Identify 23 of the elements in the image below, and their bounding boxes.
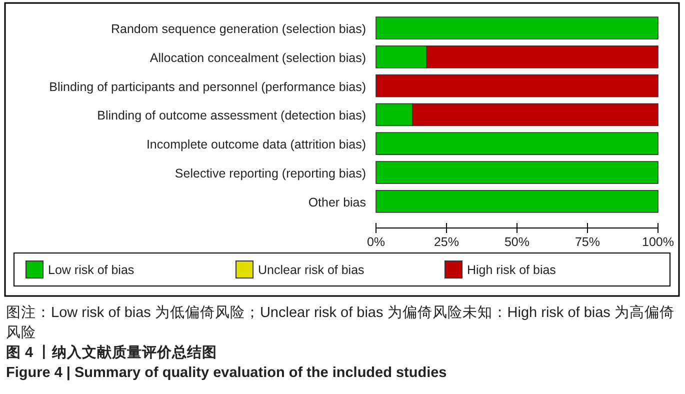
x-tick-label: 75% (574, 235, 600, 249)
y-tick-label: Allocation concealment (selection bias) (150, 50, 366, 65)
y-tick-label: Selective reporting (reporting bias) (174, 166, 366, 180)
text: 图注：Low risk of bias 为低偏倚风险；Unclear risk of bias 为偏倚风险未知：High risk of bias 为高偏倚风险 (6, 304, 676, 343)
bar (376, 132, 658, 155)
bar (376, 16, 658, 40)
caption: 图 4 丨纳入文献质量评价总结图 (6, 344, 218, 363)
bar (376, 190, 658, 213)
legend-label: Unclear risk of bias (258, 263, 364, 277)
x-tick-label: 0% (366, 235, 386, 249)
x-tick-label: 100% (642, 235, 674, 249)
x-tick-label: 50% (504, 235, 530, 249)
legend-label: High risk of bias (467, 263, 556, 277)
bar (376, 161, 658, 184)
caption: Figure 4 | Summary of quality evaluation of the included studies (6, 364, 448, 383)
bar (376, 74, 658, 98)
y-tick-label: Blinding of participants and personnel (performance bias) (49, 80, 366, 94)
legend-label: Low risk of bias (48, 263, 134, 277)
x-tick-label: 25% (434, 235, 460, 249)
y-tick-label: Random sequence generation (selection bias) (110, 22, 366, 36)
y-tick-label: Incomplete outcome data (attrition bias) (146, 138, 366, 152)
y-tick-label: Blinding of outcome assessment (detection bias) (97, 108, 366, 123)
y-tick-label: Other bias (308, 195, 366, 210)
